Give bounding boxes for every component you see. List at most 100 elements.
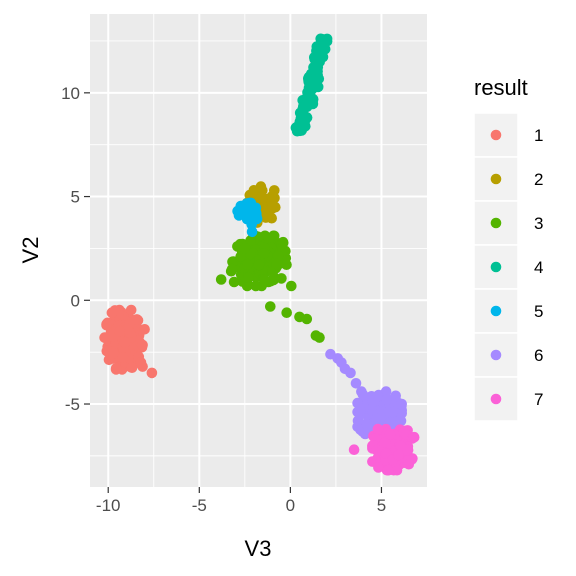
data-point-series-4 <box>302 97 313 108</box>
legend: result 1 2 3 4 5 6 7 <box>473 75 543 422</box>
data-point-series-3 <box>301 313 313 325</box>
data-point-series-3 <box>265 301 276 312</box>
data-point-series-1 <box>99 332 110 343</box>
legend-label-4: 4 <box>534 258 543 277</box>
legend-marker-3 <box>490 217 502 229</box>
legend-marker-1 <box>490 129 502 141</box>
data-point-series-1 <box>135 357 147 368</box>
data-point-series-7 <box>384 428 396 440</box>
data-point-series-5 <box>244 208 255 220</box>
data-point-series-4 <box>297 120 308 131</box>
y-tick-label: 0 <box>71 291 80 310</box>
data-point-series-1 <box>119 337 130 348</box>
y-axis: -5 0 5 10 <box>61 84 90 414</box>
data-point-series-5 <box>232 205 243 217</box>
data-point-series-6 <box>361 418 373 430</box>
data-point-series-2 <box>263 209 274 221</box>
data-point-series-7 <box>373 462 384 473</box>
data-point-series-3 <box>277 236 289 248</box>
data-point-series-5 <box>246 226 258 238</box>
legend-label-7: 7 <box>534 390 543 409</box>
data-point-series-3 <box>250 280 262 292</box>
x-tick-label: 5 <box>377 496 386 515</box>
legend-items: 1 2 3 4 5 6 7 <box>473 112 543 422</box>
data-point-series-3 <box>245 235 256 246</box>
legend-marker-2 <box>490 173 502 185</box>
data-point-series-1 <box>137 339 148 351</box>
data-point-series-6 <box>336 357 347 368</box>
legend-label-5: 5 <box>534 302 543 321</box>
data-point-series-3 <box>286 280 297 292</box>
data-point-series-7 <box>395 440 407 452</box>
legend-marker-7 <box>490 393 502 405</box>
x-tick-label: -10 <box>96 496 121 515</box>
x-axis: -10 -5 0 5 <box>96 487 386 515</box>
y-tick-label: 10 <box>61 84 80 103</box>
data-point-series-7 <box>403 458 415 470</box>
data-point-series-6 <box>350 378 362 389</box>
data-point-series-3 <box>259 274 270 286</box>
data-point-series-6 <box>356 386 367 397</box>
data-point-series-3 <box>242 259 253 271</box>
y-tick-label: 5 <box>71 188 80 207</box>
data-point-series-1 <box>139 324 150 335</box>
data-point-series-2 <box>269 185 280 196</box>
legend-marker-5 <box>490 305 502 317</box>
legend-label-1: 1 <box>534 126 543 145</box>
data-point-series-7 <box>408 431 420 443</box>
data-point-series-1 <box>107 348 119 359</box>
data-point-series-6 <box>375 412 387 424</box>
data-point-series-3 <box>226 263 238 275</box>
data-point-series-2 <box>256 191 268 203</box>
data-point-series-6 <box>396 398 408 410</box>
data-point-series-3 <box>281 307 293 319</box>
legend-label-2: 2 <box>534 170 543 189</box>
data-point-series-1 <box>106 307 118 319</box>
data-point-series-1 <box>125 304 137 316</box>
data-point-series-3 <box>239 243 251 254</box>
data-point-series-4 <box>315 38 327 49</box>
data-point-series-3 <box>271 258 283 270</box>
data-point-series-3 <box>235 251 246 262</box>
legend-title: result <box>474 75 528 100</box>
data-point-series-1 <box>146 367 158 379</box>
data-point-series-3 <box>314 332 325 343</box>
data-point-series-1 <box>114 326 125 337</box>
data-point-series-7 <box>379 437 391 448</box>
y-tick-label: -5 <box>65 395 80 414</box>
data-point-series-6 <box>381 394 393 406</box>
x-tick-label: 0 <box>286 496 295 515</box>
legend-label-6: 6 <box>534 346 543 365</box>
data-point-series-1 <box>101 318 112 330</box>
legend-marker-4 <box>490 261 502 273</box>
x-tick-label: -5 <box>192 496 207 515</box>
legend-label-3: 3 <box>534 214 543 233</box>
data-point-series-7 <box>348 444 360 456</box>
data-point-series-2 <box>248 185 260 196</box>
data-point-series-3 <box>228 276 240 288</box>
data-point-series-2 <box>266 201 278 213</box>
data-point-series-3 <box>215 274 227 285</box>
data-point-series-3 <box>276 273 287 284</box>
data-point-series-1 <box>117 352 129 363</box>
data-point-series-7 <box>372 423 384 435</box>
legend-key-5 <box>473 288 519 334</box>
y-axis-title: V2 <box>18 237 43 264</box>
data-point-series-3 <box>253 259 265 271</box>
legend-key-2 <box>473 156 519 202</box>
data-point-series-6 <box>354 405 366 416</box>
data-point-series-6 <box>367 396 379 407</box>
x-axis-title: V3 <box>245 536 272 561</box>
legend-marker-6 <box>490 349 502 361</box>
data-point-series-1 <box>110 364 122 375</box>
data-point-series-3 <box>243 272 254 284</box>
data-point-series-3 <box>258 248 270 259</box>
data-point-series-6 <box>345 367 356 379</box>
data-point-series-4 <box>312 50 323 61</box>
data-point-series-3 <box>272 250 284 262</box>
data-points <box>99 33 420 476</box>
data-point-series-4 <box>308 76 319 87</box>
data-point-series-7 <box>382 464 394 476</box>
data-point-series-1 <box>126 362 138 374</box>
